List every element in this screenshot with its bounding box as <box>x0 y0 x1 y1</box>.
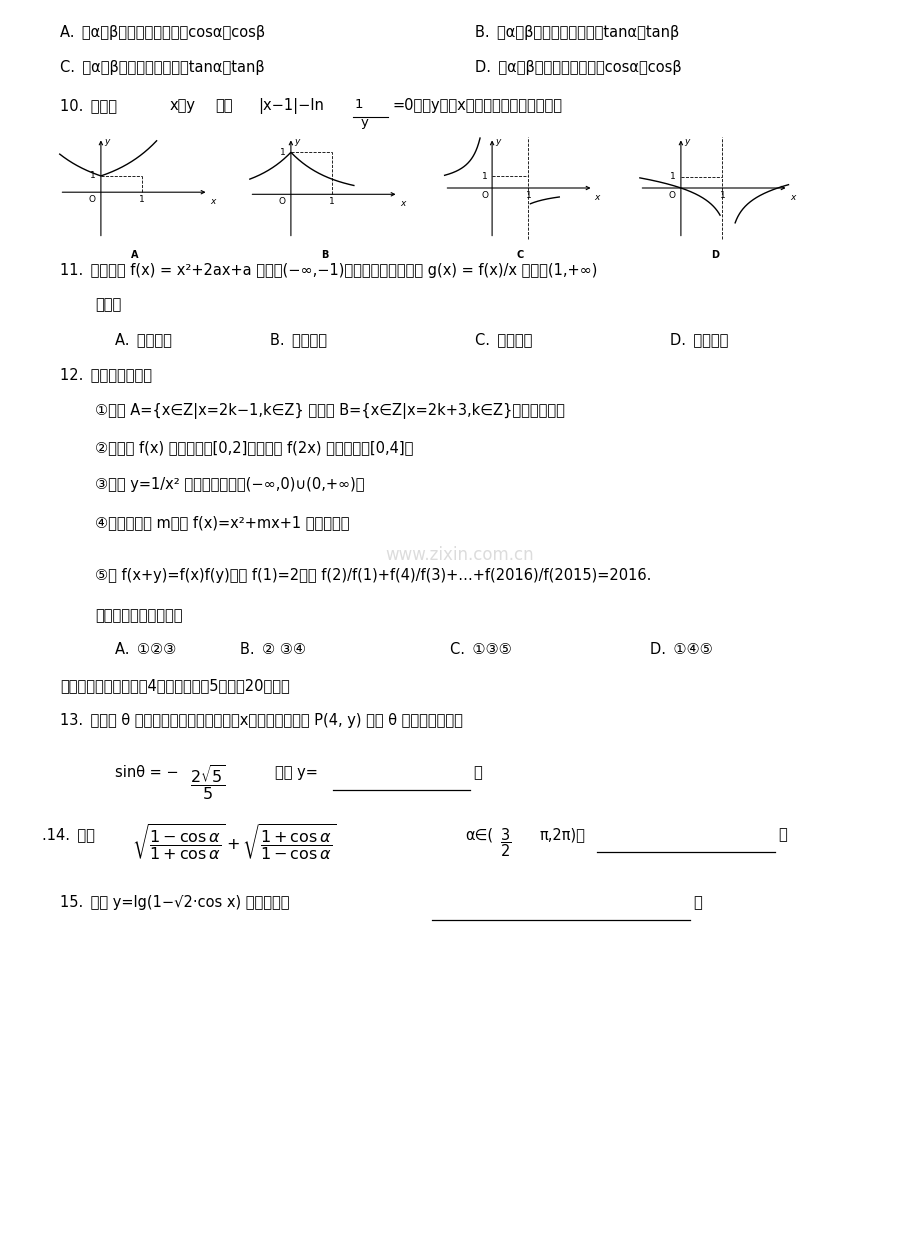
Text: O: O <box>481 192 488 200</box>
Text: 1: 1 <box>139 195 145 204</box>
Text: .14. 化简: .14. 化简 <box>42 827 95 842</box>
Text: ④不存在实数 m，使 f(x)=x²+mx+1 为奇函数；: ④不存在实数 m，使 f(x)=x²+mx+1 为奇函数； <box>95 515 349 530</box>
Text: x，y: x，y <box>170 98 196 113</box>
Text: ⑤若 f(x+y)=f(x)f(y)，且 f(1)=2，则 f(2)/f(1)+f(4)/f(3)+…+f(2016)/f(2015)=2016.: ⑤若 f(x+y)=f(x)f(y)，且 f(1)=2，则 f(2)/f(1)+… <box>95 568 651 583</box>
Text: 12. 给出下列说法：: 12. 给出下列说法： <box>60 367 152 382</box>
Text: D. ①④⑤: D. ①④⑤ <box>650 643 712 656</box>
Text: 11. 已知函数 f(x) = x²+2ax+a 在区间(−∞,−1)上有最小値，则函数 g(x) = f(x)/x 在区间(1,+∞): 11. 已知函数 f(x) = x²+2ax+a 在区间(−∞,−1)上有最小値… <box>60 263 596 278</box>
Text: $x$: $x$ <box>210 198 217 207</box>
Text: 1: 1 <box>526 192 531 200</box>
Text: $y$: $y$ <box>494 137 502 149</box>
Text: y: y <box>360 116 369 129</box>
Text: 1: 1 <box>355 98 363 111</box>
Text: B: B <box>321 251 328 261</box>
Text: 1: 1 <box>329 198 335 207</box>
Text: sinθ = −: sinθ = − <box>115 765 178 780</box>
Text: O: O <box>668 192 675 200</box>
Text: 10. 若实数: 10. 若实数 <box>60 98 117 113</box>
Text: 上一定: 上一定 <box>95 297 121 312</box>
Text: 1: 1 <box>280 147 286 156</box>
Text: 15. 函数 y=lg(1−√2·cos x) 的定义域是: 15. 函数 y=lg(1−√2·cos x) 的定义域是 <box>60 895 289 910</box>
Text: $\sqrt{\dfrac{1-\cos\alpha}{1+\cos\alpha}}+\sqrt{\dfrac{1+\cos\alpha}{1-\cos\alp: $\sqrt{\dfrac{1-\cos\alpha}{1+\cos\alpha… <box>131 823 335 863</box>
Text: O: O <box>89 195 96 204</box>
Text: 。: 。 <box>777 827 786 842</box>
Text: $x$: $x$ <box>789 193 796 202</box>
Text: $x$: $x$ <box>594 193 602 202</box>
Text: C: C <box>516 251 523 261</box>
Text: 。: 。 <box>472 765 482 780</box>
Text: A. 有最小値: A. 有最小値 <box>115 331 172 346</box>
Text: 1: 1 <box>669 173 675 181</box>
Text: C. ①③⑤: C. ①③⑤ <box>449 643 511 656</box>
Text: C. 是减函数: C. 是减函数 <box>474 331 532 346</box>
Text: A. 若α、β是第一象限角，则cosα＞cosβ: A. 若α、β是第一象限角，则cosα＞cosβ <box>60 25 265 40</box>
Text: ，则 y=: ，则 y= <box>275 765 318 780</box>
Text: www.zixin.com.cn: www.zixin.com.cn <box>385 546 534 564</box>
Text: ①集合 A={x∈Z|x=2k−1,k∈Z} 与集合 B={x∈Z|x=2k+3,k∈Z}是相等集合；: ①集合 A={x∈Z|x=2k−1,k∈Z} 与集合 B={x∈Z|x=2k+3… <box>95 403 564 420</box>
Text: 。: 。 <box>692 895 701 910</box>
Text: =0，则y关于x的函数图象的大致形状是: =0，则y关于x的函数图象的大致形状是 <box>391 98 562 113</box>
Text: O: O <box>278 198 286 207</box>
Text: 二、填空题（本大题关4小题，每小邘5分，內20分。）: 二、填空题（本大题关4小题，每小邘5分，內20分。） <box>60 678 289 693</box>
Text: B. 若α、β是第二象限角，则tanα＞tanβ: B. 若α、β是第二象限角，则tanα＞tanβ <box>474 25 678 40</box>
Text: C. 若α、β是第四象限角，则tanα＞tanβ: C. 若α、β是第四象限角，则tanα＞tanβ <box>60 60 265 76</box>
Text: 满足: 满足 <box>215 98 233 113</box>
Text: D. 若α、β是第三象限角，则cosα＞cosβ: D. 若α、β是第三象限角，则cosα＞cosβ <box>474 60 681 76</box>
Text: $y$: $y$ <box>104 137 111 149</box>
Text: ②若函数 f(x) 的定义域为[0,2]，则函数 f(2x) 的定义域为[0,4]；: ②若函数 f(x) 的定义域为[0,2]，则函数 f(2x) 的定义域为[0,4… <box>95 440 413 455</box>
Text: π,2π)为: π,2π)为 <box>539 827 585 842</box>
Text: 13. 已知角 θ 的顶点为坐标原点，始边为x轴的正半轴，若 P(4, y) 是角 θ 终边上一点，且: 13. 已知角 θ 的顶点为坐标原点，始边为x轴的正半轴，若 P(4, y) 是… <box>60 713 462 728</box>
Text: D. 是增函数: D. 是增函数 <box>669 331 728 346</box>
Text: 1: 1 <box>90 171 96 180</box>
Text: D: D <box>710 251 719 261</box>
Text: B. ② ③④: B. ② ③④ <box>240 643 306 656</box>
Text: B. 有最大値: B. 有最大値 <box>269 331 326 346</box>
Text: $y$: $y$ <box>293 137 301 149</box>
Text: A: A <box>131 251 139 261</box>
Text: $y$: $y$ <box>683 137 691 149</box>
Text: $\dfrac{3}{2}$: $\dfrac{3}{2}$ <box>499 827 511 858</box>
Text: $x$: $x$ <box>399 199 407 208</box>
Text: ③函数 y=1/x² 的单调减区间是(−∞,0)∪(0,+∞)；: ③函数 y=1/x² 的单调减区间是(−∞,0)∪(0,+∞)； <box>95 478 364 491</box>
Text: α∈(: α∈( <box>464 827 493 842</box>
Text: A. ①②③: A. ①②③ <box>115 643 176 656</box>
Text: $\dfrac{2\sqrt{5}}{5}$: $\dfrac{2\sqrt{5}}{5}$ <box>190 764 226 801</box>
Text: 1: 1 <box>720 192 725 200</box>
Text: 1: 1 <box>482 171 488 181</box>
Text: 其中正确说法的序号是: 其中正确说法的序号是 <box>95 609 182 622</box>
Text: |x−1|−ln: |x−1|−ln <box>257 98 323 113</box>
